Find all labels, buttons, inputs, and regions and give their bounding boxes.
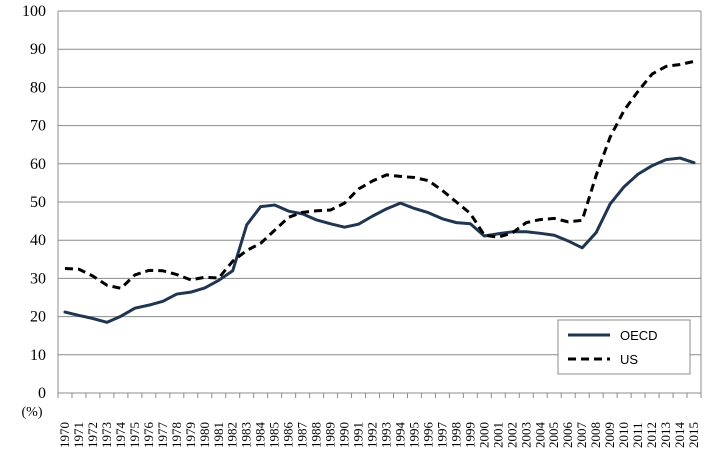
- y-tick-labels: 0 10 20 30 40 50 60 70 80 90 100: [22, 3, 46, 402]
- x-tick-label: 2005: [546, 422, 561, 448]
- x-tick-label: 2012: [644, 422, 659, 448]
- x-tick-label: 1992: [365, 422, 380, 448]
- x-tick-label: 1984: [253, 422, 268, 449]
- axes: [57, 10, 702, 398]
- x-tick-label: 1995: [406, 422, 421, 448]
- x-tick-label: 1997: [434, 422, 449, 449]
- y-tick-label: 10: [30, 347, 46, 364]
- x-tick-label: 1989: [323, 422, 338, 448]
- x-tick-label: 1976: [141, 422, 156, 449]
- y-tick-label: 60: [30, 156, 46, 173]
- y-tick-label: 50: [30, 194, 46, 211]
- x-tick-label: 2000: [476, 422, 491, 448]
- series-line-us: [64, 59, 695, 290]
- y-tick-label: 90: [30, 41, 46, 58]
- x-tick-label: 1987: [295, 422, 310, 449]
- x-tick-label: 2008: [588, 422, 603, 448]
- x-tick-label: 2011: [630, 422, 645, 448]
- x-tick-label: 1988: [309, 422, 324, 448]
- x-tick-label: 1978: [169, 422, 184, 448]
- x-tick-label: 2009: [602, 422, 617, 448]
- x-tick-label: 1974: [113, 422, 128, 449]
- y-tick-label: 80: [30, 79, 46, 96]
- x-tick-label: 2001: [490, 422, 505, 448]
- x-tick-label: 1990: [337, 422, 352, 448]
- legend: OECD US: [557, 319, 691, 375]
- y-tick-label: 40: [30, 232, 46, 249]
- x-tick-label: 1977: [155, 422, 170, 449]
- series-line-oecd: [63, 156, 696, 324]
- x-tick-label: 1993: [378, 422, 393, 448]
- x-tick-label: 1981: [211, 422, 226, 448]
- y-tick-label: 100: [22, 3, 46, 20]
- x-tick-label: 2014: [672, 422, 687, 449]
- x-tick-labels: 1970197119721973197419751976197719781979…: [57, 422, 701, 449]
- x-tick-label: 1994: [392, 422, 407, 449]
- x-tick-label: 2013: [658, 422, 673, 448]
- x-tick-label: 1986: [281, 422, 296, 449]
- x-tick-label: 1996: [420, 422, 435, 449]
- x-tick-label: 1980: [197, 422, 212, 448]
- x-tick-label: 1999: [462, 422, 477, 448]
- y-tick-label: 0: [38, 385, 46, 402]
- x-tick-label: 1973: [99, 422, 114, 448]
- x-tick-label: 1972: [85, 422, 100, 448]
- x-tick-label: 2015: [686, 422, 701, 448]
- x-tick-label: 1982: [225, 422, 240, 448]
- x-tick-label: 1983: [239, 422, 254, 448]
- x-tick-label: 2010: [616, 422, 631, 448]
- series-lines: [63, 59, 696, 324]
- x-tick-label: 2007: [574, 422, 589, 449]
- x-tick-label: 1985: [267, 422, 282, 448]
- legend-label: OECD: [620, 328, 658, 343]
- x-tick-label: 1991: [351, 422, 366, 448]
- x-tick-label: 2002: [504, 422, 519, 448]
- x-tick-label: 2006: [560, 422, 575, 449]
- legend-box: [557, 319, 691, 375]
- x-tick-label: 1979: [183, 422, 198, 448]
- y-tick-label: 30: [30, 270, 46, 287]
- x-tick-label: 1998: [448, 422, 463, 448]
- x-tick-label: 1971: [71, 422, 86, 448]
- x-tick-label: 1970: [57, 422, 72, 448]
- x-tick-label: 2004: [532, 422, 547, 449]
- x-tick-label: 2003: [518, 422, 533, 448]
- y-tick-label: 70: [30, 118, 46, 135]
- legend-label: US: [620, 352, 638, 367]
- x-tick-label: 1975: [127, 422, 142, 448]
- unit-label: (%): [22, 405, 43, 420]
- y-tick-label: 20: [30, 309, 46, 326]
